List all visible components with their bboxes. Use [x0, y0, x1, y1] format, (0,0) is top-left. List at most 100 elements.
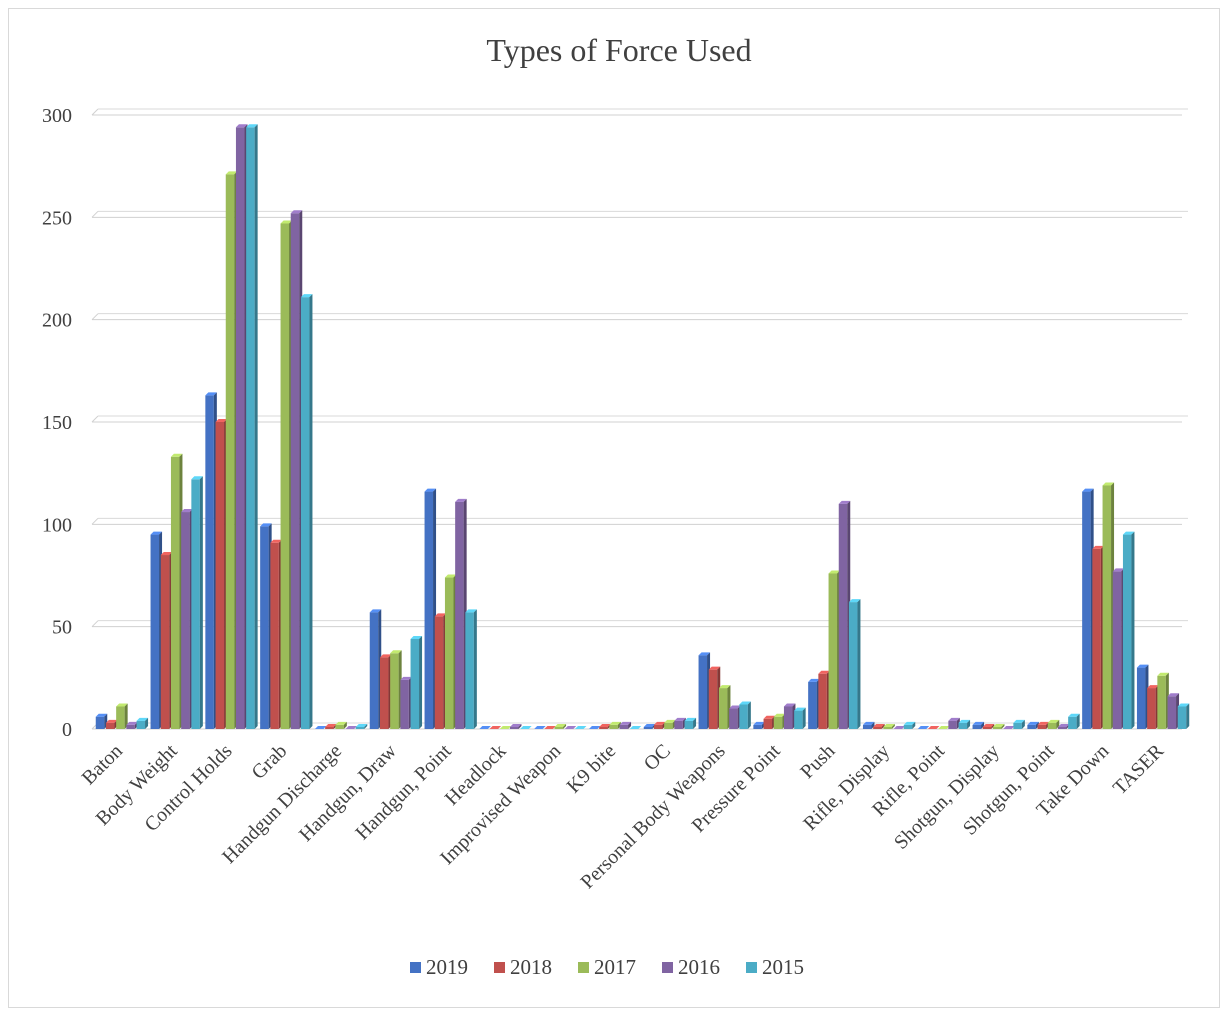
chart-title: Types of Force Used — [486, 32, 751, 68]
bar-top — [698, 652, 711, 656]
bar-side — [563, 723, 567, 729]
bar-side — [124, 703, 128, 729]
bar-front — [235, 127, 245, 729]
bar — [729, 705, 741, 729]
legend-item: 2015 — [746, 955, 804, 979]
x-tick-label: Handgun, Point — [351, 740, 456, 845]
bar — [181, 509, 193, 729]
gridline-depth — [91, 517, 99, 525]
bar-front — [848, 602, 858, 729]
gridline-depth — [91, 620, 99, 628]
bar-front — [838, 503, 848, 729]
bar-top — [126, 721, 138, 725]
bar-top — [763, 715, 776, 719]
bar-top — [1027, 721, 1039, 725]
bar — [883, 723, 895, 729]
bar — [958, 719, 971, 729]
bar-front — [643, 726, 653, 729]
bar — [903, 721, 916, 729]
bar-top — [739, 701, 751, 705]
bar-top — [599, 723, 611, 727]
bar-top — [325, 723, 337, 727]
bar — [225, 171, 238, 729]
bar-front — [794, 710, 803, 729]
bar-top — [1136, 664, 1149, 668]
bar — [499, 726, 512, 729]
bar — [205, 392, 217, 729]
bar — [170, 453, 183, 729]
bar — [588, 726, 601, 729]
bar-front — [1082, 491, 1091, 729]
bar-top — [783, 703, 796, 707]
bar — [160, 552, 173, 729]
y-tick-label: 150 — [42, 412, 72, 434]
bar — [390, 650, 402, 729]
bar-front — [1047, 722, 1057, 729]
bar-top — [246, 124, 258, 128]
x-tick-label: Handgun, Draw — [295, 740, 401, 846]
bar — [808, 678, 820, 729]
y-axis-ticks: 0 50 100 150 200 250 300 — [42, 105, 72, 741]
bar — [982, 723, 995, 729]
bar — [773, 713, 786, 729]
bar-top — [1068, 713, 1080, 717]
bar-front — [246, 127, 255, 729]
bar — [95, 713, 108, 729]
bar-top — [948, 717, 960, 721]
legend: 2019 2018 2017 2016 2015 — [410, 955, 804, 979]
bar-top — [424, 488, 437, 492]
bar-front — [444, 577, 454, 729]
bar-top — [105, 719, 118, 723]
bar-side — [881, 723, 885, 729]
bar-side — [199, 476, 203, 729]
bar — [465, 609, 477, 729]
bar — [150, 531, 163, 729]
x-tick-label: TASER — [1109, 740, 1169, 800]
bar-front — [355, 726, 365, 729]
bar — [410, 635, 423, 729]
bar-top — [629, 726, 642, 729]
bar-front — [225, 174, 235, 729]
bar — [794, 707, 806, 729]
bar-top — [982, 723, 995, 727]
bar-front — [260, 526, 269, 729]
bar-front — [170, 456, 180, 729]
bar — [509, 723, 522, 729]
bar — [136, 717, 149, 729]
bar — [215, 419, 228, 729]
bar-front — [753, 724, 762, 729]
bar-front — [379, 657, 389, 729]
bar — [325, 723, 337, 729]
bar-front — [325, 726, 334, 729]
bar — [848, 599, 861, 729]
bar — [698, 652, 711, 729]
bar-front — [958, 722, 968, 729]
bar — [862, 721, 875, 729]
bar — [300, 294, 313, 729]
bar — [938, 726, 950, 729]
bar-front — [1167, 696, 1177, 729]
x-tick-label: Baton — [78, 740, 127, 789]
bar-side — [693, 717, 697, 729]
legend-label: 2019 — [426, 955, 468, 979]
legend-swatch — [746, 962, 757, 973]
bar-front — [873, 726, 882, 729]
bar-top — [883, 723, 895, 727]
bar — [424, 488, 437, 729]
bar — [992, 723, 1005, 729]
bar — [1082, 488, 1094, 729]
bar-side — [981, 721, 985, 729]
bar — [1003, 726, 1015, 729]
bar — [972, 721, 985, 729]
bar-side — [628, 721, 632, 729]
bar-top — [191, 476, 203, 480]
bar-top — [150, 531, 163, 535]
bar-side — [419, 635, 423, 729]
bar — [534, 726, 546, 729]
bar-top — [235, 124, 248, 128]
bar-top — [534, 726, 546, 729]
bar — [599, 723, 611, 729]
bar — [664, 719, 676, 729]
bar — [345, 726, 358, 729]
bar — [948, 717, 960, 729]
